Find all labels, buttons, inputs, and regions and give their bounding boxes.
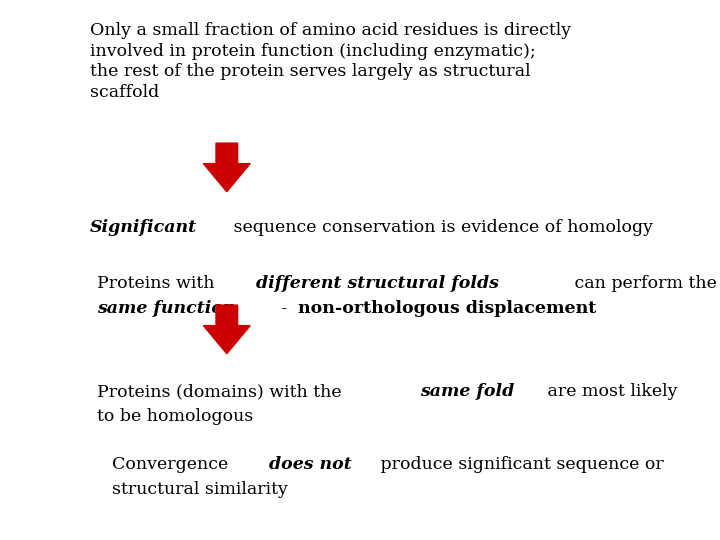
Text: Significant: Significant [90, 219, 197, 235]
Polygon shape [203, 305, 251, 354]
Text: Convergence: Convergence [112, 456, 233, 473]
Polygon shape [203, 143, 251, 192]
Text: are most likely: are most likely [541, 383, 677, 400]
Text: non-orthologous displacement: non-orthologous displacement [298, 300, 596, 316]
Text: different structural folds: different structural folds [256, 275, 499, 292]
Text: does not: does not [269, 456, 351, 473]
Text: sequence conservation is evidence of homology: sequence conservation is evidence of hom… [228, 219, 653, 235]
Text: can perform the: can perform the [570, 275, 717, 292]
Text: structural similarity: structural similarity [112, 481, 287, 497]
Text: produce significant sequence or: produce significant sequence or [375, 456, 665, 473]
Text: Only a small fraction of amino acid residues is directly
involved in protein fun: Only a small fraction of amino acid resi… [90, 22, 571, 102]
Text: same function: same function [97, 300, 236, 316]
Text: to be homologous: to be homologous [97, 408, 253, 424]
Text: -: - [276, 300, 293, 316]
Text: Proteins with: Proteins with [97, 275, 220, 292]
Text: Proteins (domains) with the: Proteins (domains) with the [97, 383, 347, 400]
Text: same fold: same fold [420, 383, 514, 400]
